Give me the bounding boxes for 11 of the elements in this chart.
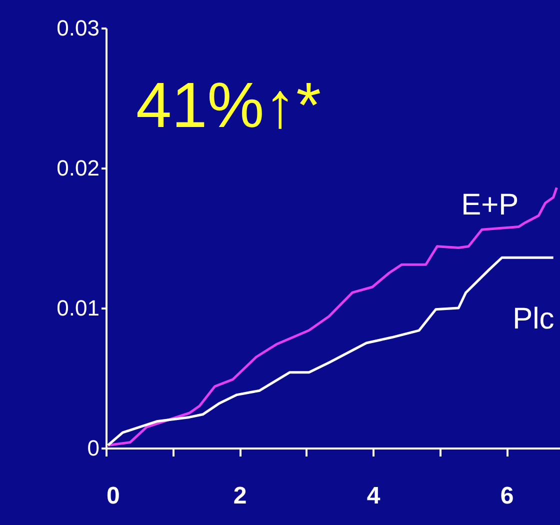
y-tick-label: 0.01 bbox=[56, 296, 100, 320]
x-tick-label: 0 bbox=[106, 482, 120, 510]
y-tick-label: 0.03 bbox=[56, 16, 100, 40]
x-tick-label: 4 bbox=[366, 482, 381, 510]
y-tick-label: 0.02 bbox=[56, 156, 100, 180]
y-tick-label: 0 bbox=[87, 436, 100, 460]
series-label: Plc bbox=[512, 302, 554, 336]
series-label: E+P bbox=[461, 188, 519, 222]
annotation: 41%↑* bbox=[136, 69, 321, 141]
x-tick-label: 2 bbox=[233, 482, 247, 510]
x-tick-label: 6 bbox=[500, 482, 514, 510]
